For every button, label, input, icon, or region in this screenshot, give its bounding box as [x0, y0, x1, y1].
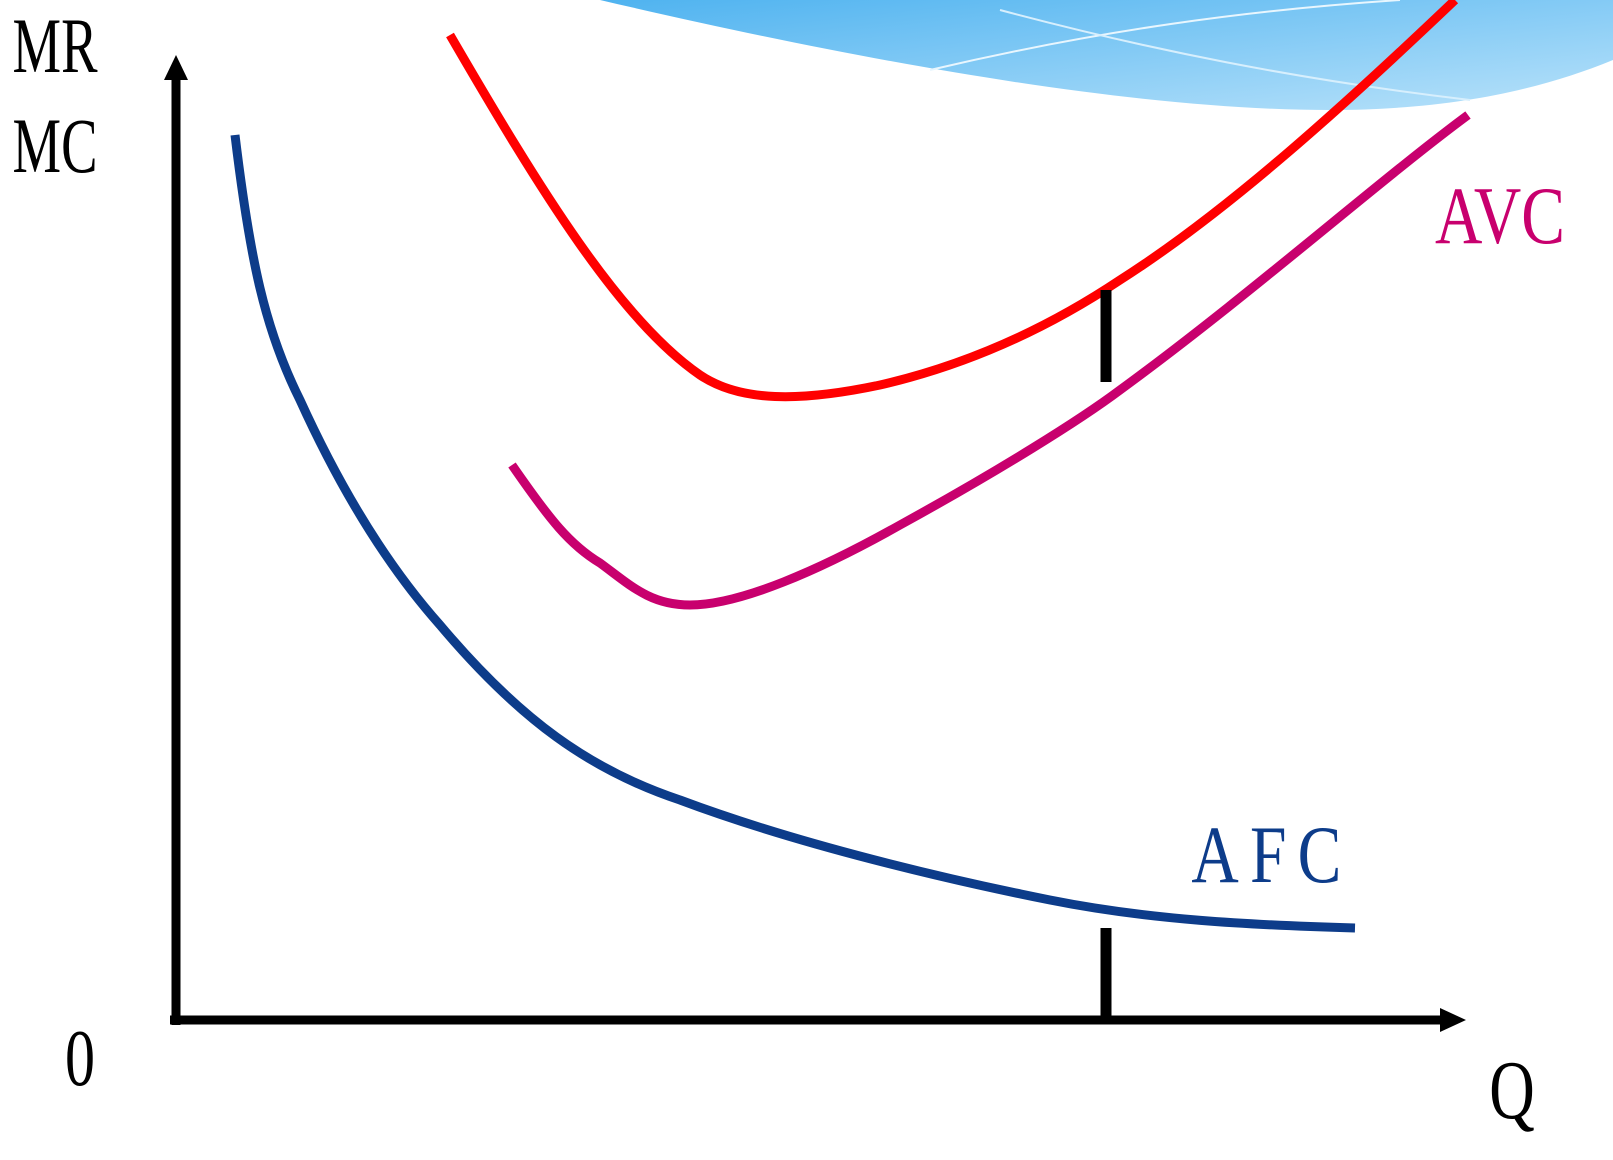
- afc-label: AFC: [1191, 810, 1352, 901]
- x-axis-arrow: [1440, 1008, 1466, 1032]
- y-axis-label: MC: [13, 102, 98, 189]
- avc-curve: [512, 115, 1468, 605]
- origin-label: 0: [65, 1015, 95, 1103]
- y-axis-arrow: [164, 55, 188, 80]
- x-axis-label: Q: [1489, 1044, 1535, 1137]
- avc-label: AVC: [1435, 171, 1565, 262]
- y-axis-label: MR: [13, 2, 98, 89]
- decorative-swoosh: [600, 0, 1613, 110]
- cost-curves-diagram: MR MC 0 Q AVC AFC: [0, 0, 1613, 1160]
- afc-curve: [235, 135, 1355, 928]
